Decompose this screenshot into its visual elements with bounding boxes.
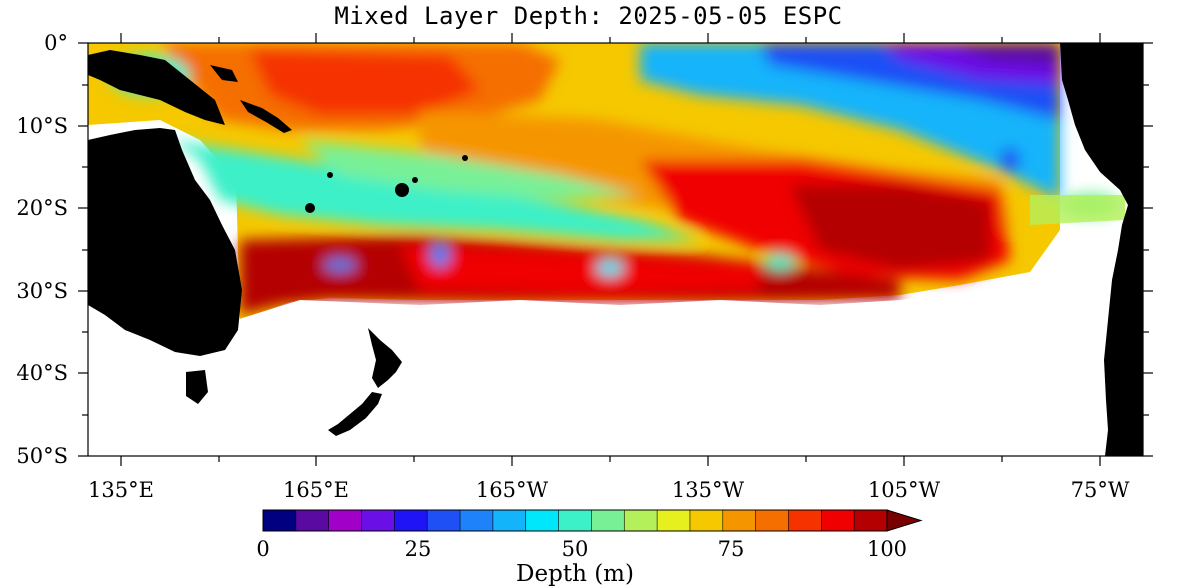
mld-region-west-core: [250, 50, 480, 115]
colorbar-swatch: [689, 510, 724, 531]
land-nz-north: [368, 328, 402, 388]
land-new-guinea: [88, 50, 225, 125]
land-island-5: [412, 177, 418, 183]
colorbar-swatch: [821, 510, 855, 531]
mld-region-east-violet: [950, 43, 1060, 65]
colorbar-swatch: [361, 510, 395, 531]
colorbar-swatch: [460, 510, 494, 531]
colorbar-swatch: [788, 510, 822, 531]
mld-patch-blue-2: [430, 243, 450, 267]
mld-region-sw-shallow: [170, 140, 700, 240]
land-island-4: [462, 155, 468, 161]
mld-field: [88, 43, 1143, 456]
lon-label: 165°W: [476, 478, 549, 502]
colorbar-swatch: [657, 510, 691, 531]
colorbar-swatch: [394, 510, 428, 531]
colorbar-swatch: [722, 510, 756, 531]
colorbar-swatch: [755, 510, 789, 531]
lon-label: 105°W: [868, 478, 941, 502]
colorbar-swatch: [624, 510, 658, 531]
land-island-3: [395, 183, 409, 197]
land: [88, 43, 1143, 456]
colorbar-swatch: [427, 510, 461, 531]
land-south-america: [1060, 43, 1143, 456]
land-tasmania: [186, 370, 208, 404]
mld-region-south-red: [400, 245, 760, 295]
colorbar-swatch: [558, 510, 592, 531]
mld-region-coastal-strip: [1030, 195, 1125, 225]
mld-patch-blue-3: [1000, 148, 1020, 172]
lon-label: 135°E: [88, 478, 154, 502]
colorbar-swatch: [854, 510, 888, 531]
colorbar-swatch: [328, 510, 362, 531]
lat-label: 40°S: [16, 361, 68, 385]
colorbar-tick-label: 75: [718, 537, 745, 561]
colorbar-swatch: [263, 510, 297, 531]
map-ticks: [78, 33, 1153, 466]
lat-label: 0°: [44, 31, 68, 55]
lat-label: 50°S: [16, 444, 68, 468]
land-solomon-islands: [240, 100, 292, 133]
colorbar-swatch: [591, 510, 625, 531]
lat-label: 30°S: [16, 279, 68, 303]
lat-label: 20°S: [16, 196, 68, 220]
mld-patch-cyan-2: [764, 254, 796, 270]
colorbar-swatch: [492, 510, 527, 531]
mld-region-sw-green: [300, 140, 640, 200]
lon-label: 135°W: [672, 478, 745, 502]
mld-patch-cyan-1: [596, 260, 624, 276]
colorbar-ticks: 0 25 50 75 100: [256, 537, 907, 561]
map-title: Mixed Layer Depth: 2025-05-05 ESPC: [334, 2, 843, 30]
colorbar-frame: [262, 509, 888, 532]
mld-patch-blue-1: [324, 259, 356, 271]
colorbar-tick-label: 50: [562, 537, 589, 561]
land-bismarck: [210, 65, 238, 82]
colorbar: [262, 509, 923, 532]
land-nz-south: [328, 392, 382, 436]
colorbar-label: Depth (m): [516, 561, 634, 587]
colorbar-swatch: [295, 510, 329, 531]
lon-label: 165°E: [283, 478, 349, 502]
mld-region-subtropical-core: [790, 185, 990, 270]
land-australia: [88, 128, 242, 356]
lon-labels: 135°E 165°E 165°W 135°W 105°W 75°W: [88, 478, 1130, 502]
colorbar-tick-label: 100: [867, 537, 907, 561]
colorbar-swatch: [525, 510, 559, 531]
colorbar-tick-label: 0: [256, 537, 269, 561]
lat-label: 10°S: [16, 114, 68, 138]
land-island-1: [305, 203, 315, 213]
colorbar-tick-label: 25: [405, 537, 432, 561]
land-island-2: [327, 172, 333, 178]
lat-labels: 0° 10°S 20°S 30°S 40°S 50°S: [16, 31, 68, 468]
colorbar-overflow-arrow: [886, 509, 923, 532]
mld-missing-south: [88, 260, 1143, 456]
lon-label: 75°W: [1071, 478, 1130, 502]
